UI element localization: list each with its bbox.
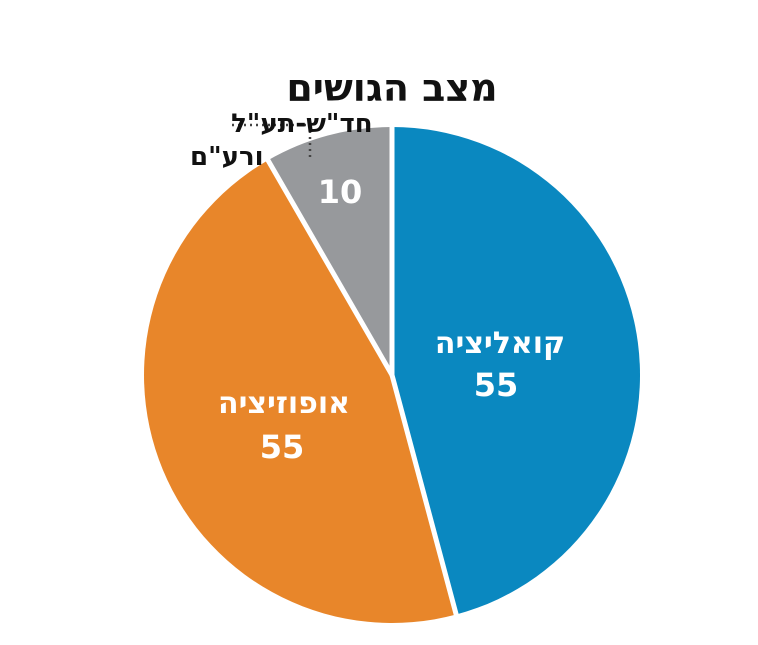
chart-title: מצב הגושים [286,66,497,110]
slice-label-opposition: אופוזיציה [218,386,350,421]
slice-label-coalition: קואליציה [435,326,565,361]
pie-slices [144,127,641,623]
callout-label-line-1: חד"ש-תע"ל [231,109,373,139]
pie-separators [265,124,459,618]
slice-value-coalition: 55 [474,366,519,404]
slice-separator-1 [389,372,459,618]
callout-leader-line [232,123,312,157]
slice-separator-2 [265,157,395,378]
slice-value-others: 10 [318,173,363,211]
callout-label: חד"ש-תע"ל ורע"ם [190,109,373,172]
pie-slice-opposition [144,160,457,623]
pie-slice-others [268,127,392,375]
callout-label-line-2: ורע"ם [190,142,264,172]
pie-slice-coalition [392,127,641,615]
slice-value-opposition: 55 [260,428,305,466]
